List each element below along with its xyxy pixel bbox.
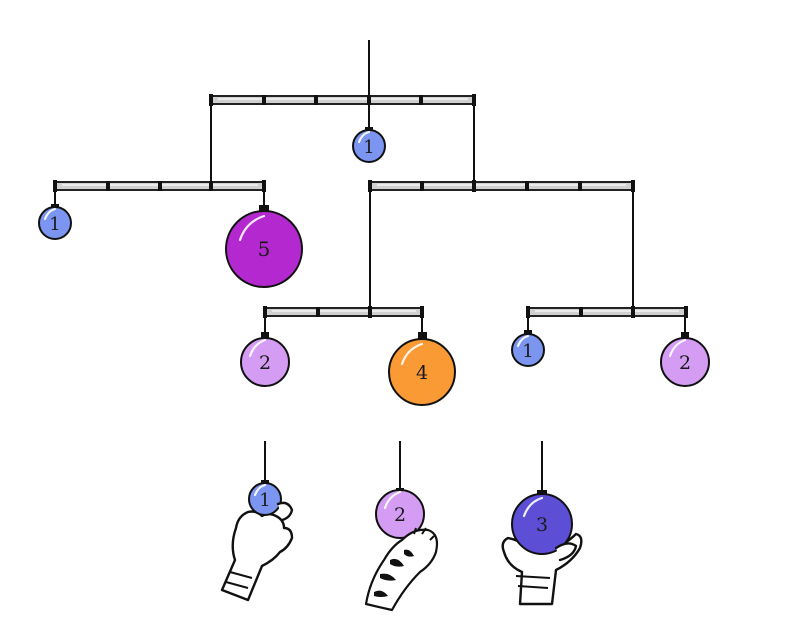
mid-rod — [263, 306, 424, 318]
ornament-weight: 5 — [258, 237, 271, 261]
option-b-weight: 2 — [394, 504, 406, 526]
ornament-weight: 1 — [363, 137, 374, 158]
option-a-hand-ornament[interactable]: 1 — [220, 441, 294, 602]
hand-icon — [220, 510, 294, 602]
ornament-weight: 2 — [259, 352, 271, 374]
ornament-weight: 1 — [522, 341, 533, 362]
top-rod — [209, 40, 476, 106]
ornament-far-left: 1 — [511, 316, 545, 367]
ornament-mid-left: 2 — [240, 316, 290, 387]
ornament-far-right: 2 — [660, 316, 710, 387]
right-rod — [368, 180, 635, 192]
option-b-paw-ornament[interactable]: 2 — [364, 441, 439, 612]
ornament-top-center: 1 — [352, 104, 386, 163]
option-a-weight: 1 — [259, 490, 270, 511]
ornament-weight: 1 — [49, 214, 60, 235]
ornament-left-right: 5 — [225, 190, 303, 288]
thumb — [276, 501, 294, 522]
far-right-rod — [526, 306, 688, 318]
cat-paw-icon — [364, 528, 439, 612]
thumb — [554, 542, 578, 562]
option-c-weight: 3 — [536, 514, 548, 536]
ornament-weight: 4 — [416, 362, 428, 384]
ornament-mid-right: 4 — [388, 316, 456, 406]
option-c-hand-ornament[interactable]: 3 — [501, 441, 583, 606]
left-rod — [53, 180, 266, 192]
ornament-left-left: 1 — [38, 190, 72, 240]
top-rod-pegs — [209, 94, 476, 106]
ornament-weight: 2 — [679, 352, 691, 374]
